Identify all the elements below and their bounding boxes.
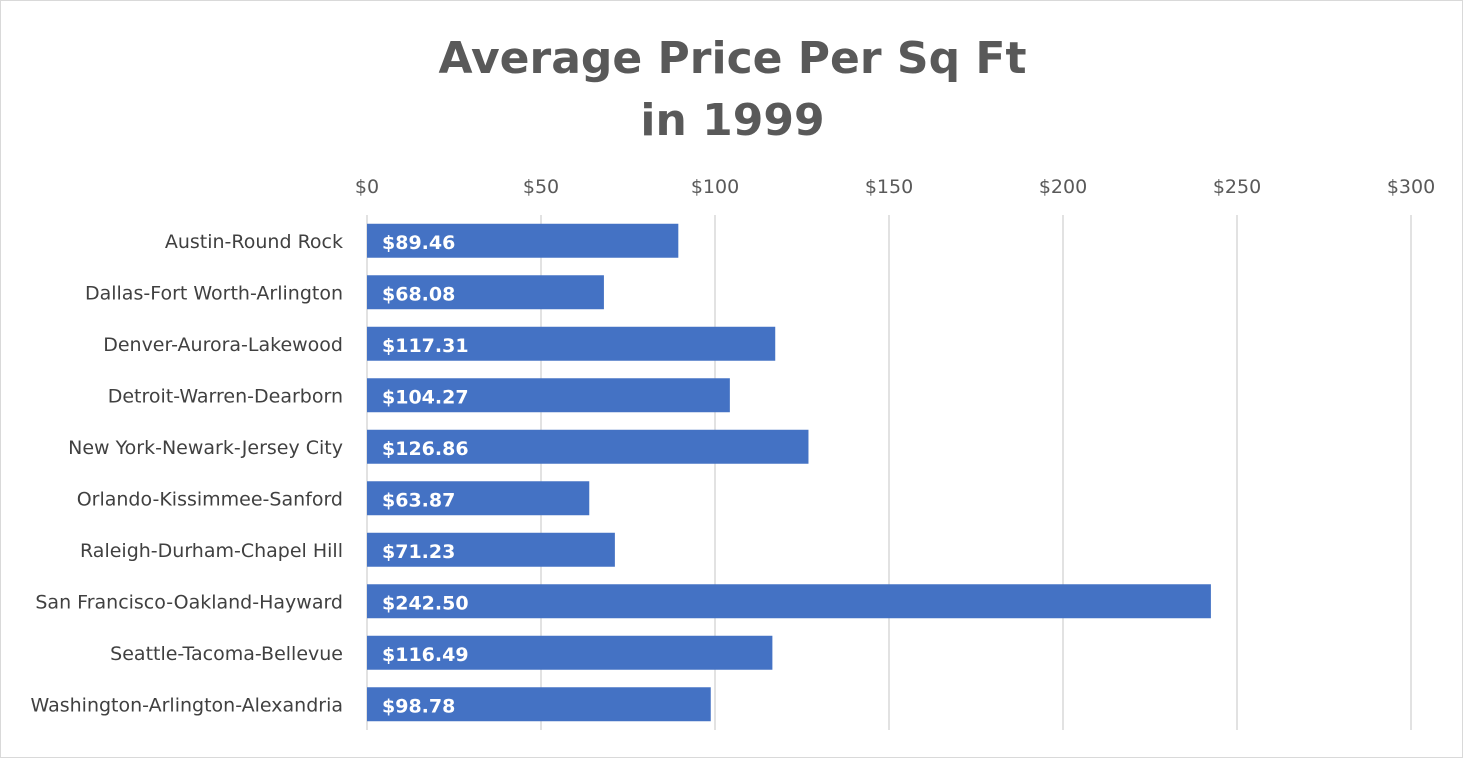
data-label: $126.86 [382, 438, 469, 460]
category-label: Denver-Aurora-Lakewood [103, 334, 343, 356]
data-label: $117.31 [382, 335, 469, 357]
bar [367, 326, 776, 361]
bar [367, 275, 604, 310]
bar [367, 378, 730, 413]
data-label: $98.78 [382, 695, 455, 717]
bar [367, 223, 679, 258]
x-tick-label: $300 [1387, 176, 1435, 198]
category-label: Seattle-Tacoma-Bellevue [110, 643, 343, 665]
category-label: New York-Newark-Jersey City [68, 437, 343, 459]
category-labels: Austin-Round Rock Dallas-Fort Worth-Arlin… [31, 231, 343, 717]
category-label: Raleigh-Durham-Chapel Hill [80, 540, 343, 562]
data-label: $71.23 [382, 541, 455, 563]
data-label: $242.50 [382, 592, 469, 614]
x-tick-label: $50 [523, 176, 559, 198]
data-label: $68.08 [382, 283, 455, 305]
category-label: Orlando-Kissimmee-Sanford [77, 488, 343, 510]
x-tick-label: $0 [355, 176, 379, 198]
chart-title: Average Price Per Sq Ft in 1999 [0, 28, 1465, 152]
x-tick-label: $250 [1213, 176, 1261, 198]
chart-title-line-2: in 1999 [640, 95, 825, 146]
bar [367, 481, 590, 516]
chart-title-line-1: Average Price Per Sq Ft [438, 33, 1027, 84]
data-label: $63.87 [382, 489, 455, 511]
bar [367, 429, 809, 464]
x-axis-tick-labels: $0 $50 $100 $150 $200 $250 $300 [355, 176, 1435, 198]
data-labels: $89.46 $68.08 $117.31 $104.27 $126.86 $63.87 $… [382, 232, 469, 718]
bar [367, 532, 615, 567]
bar [367, 635, 773, 670]
bar [367, 687, 711, 722]
category-label: Dallas-Fort Worth-Arlington [85, 282, 343, 304]
bars [367, 223, 1211, 722]
data-label: $104.27 [382, 386, 469, 408]
category-label: San Francisco-Oakland-Hayward [35, 591, 343, 613]
x-tick-label: $150 [865, 176, 913, 198]
x-tick-label: $200 [1039, 176, 1087, 198]
category-label: Austin-Round Rock [165, 231, 343, 253]
x-tick-label: $100 [691, 176, 739, 198]
bar [367, 584, 1211, 619]
category-label: Washington-Arlington-Alexandria [31, 694, 343, 716]
data-label: $89.46 [382, 232, 455, 254]
data-label: $116.49 [382, 644, 469, 666]
category-label: Detroit-Warren-Dearborn [108, 385, 343, 407]
